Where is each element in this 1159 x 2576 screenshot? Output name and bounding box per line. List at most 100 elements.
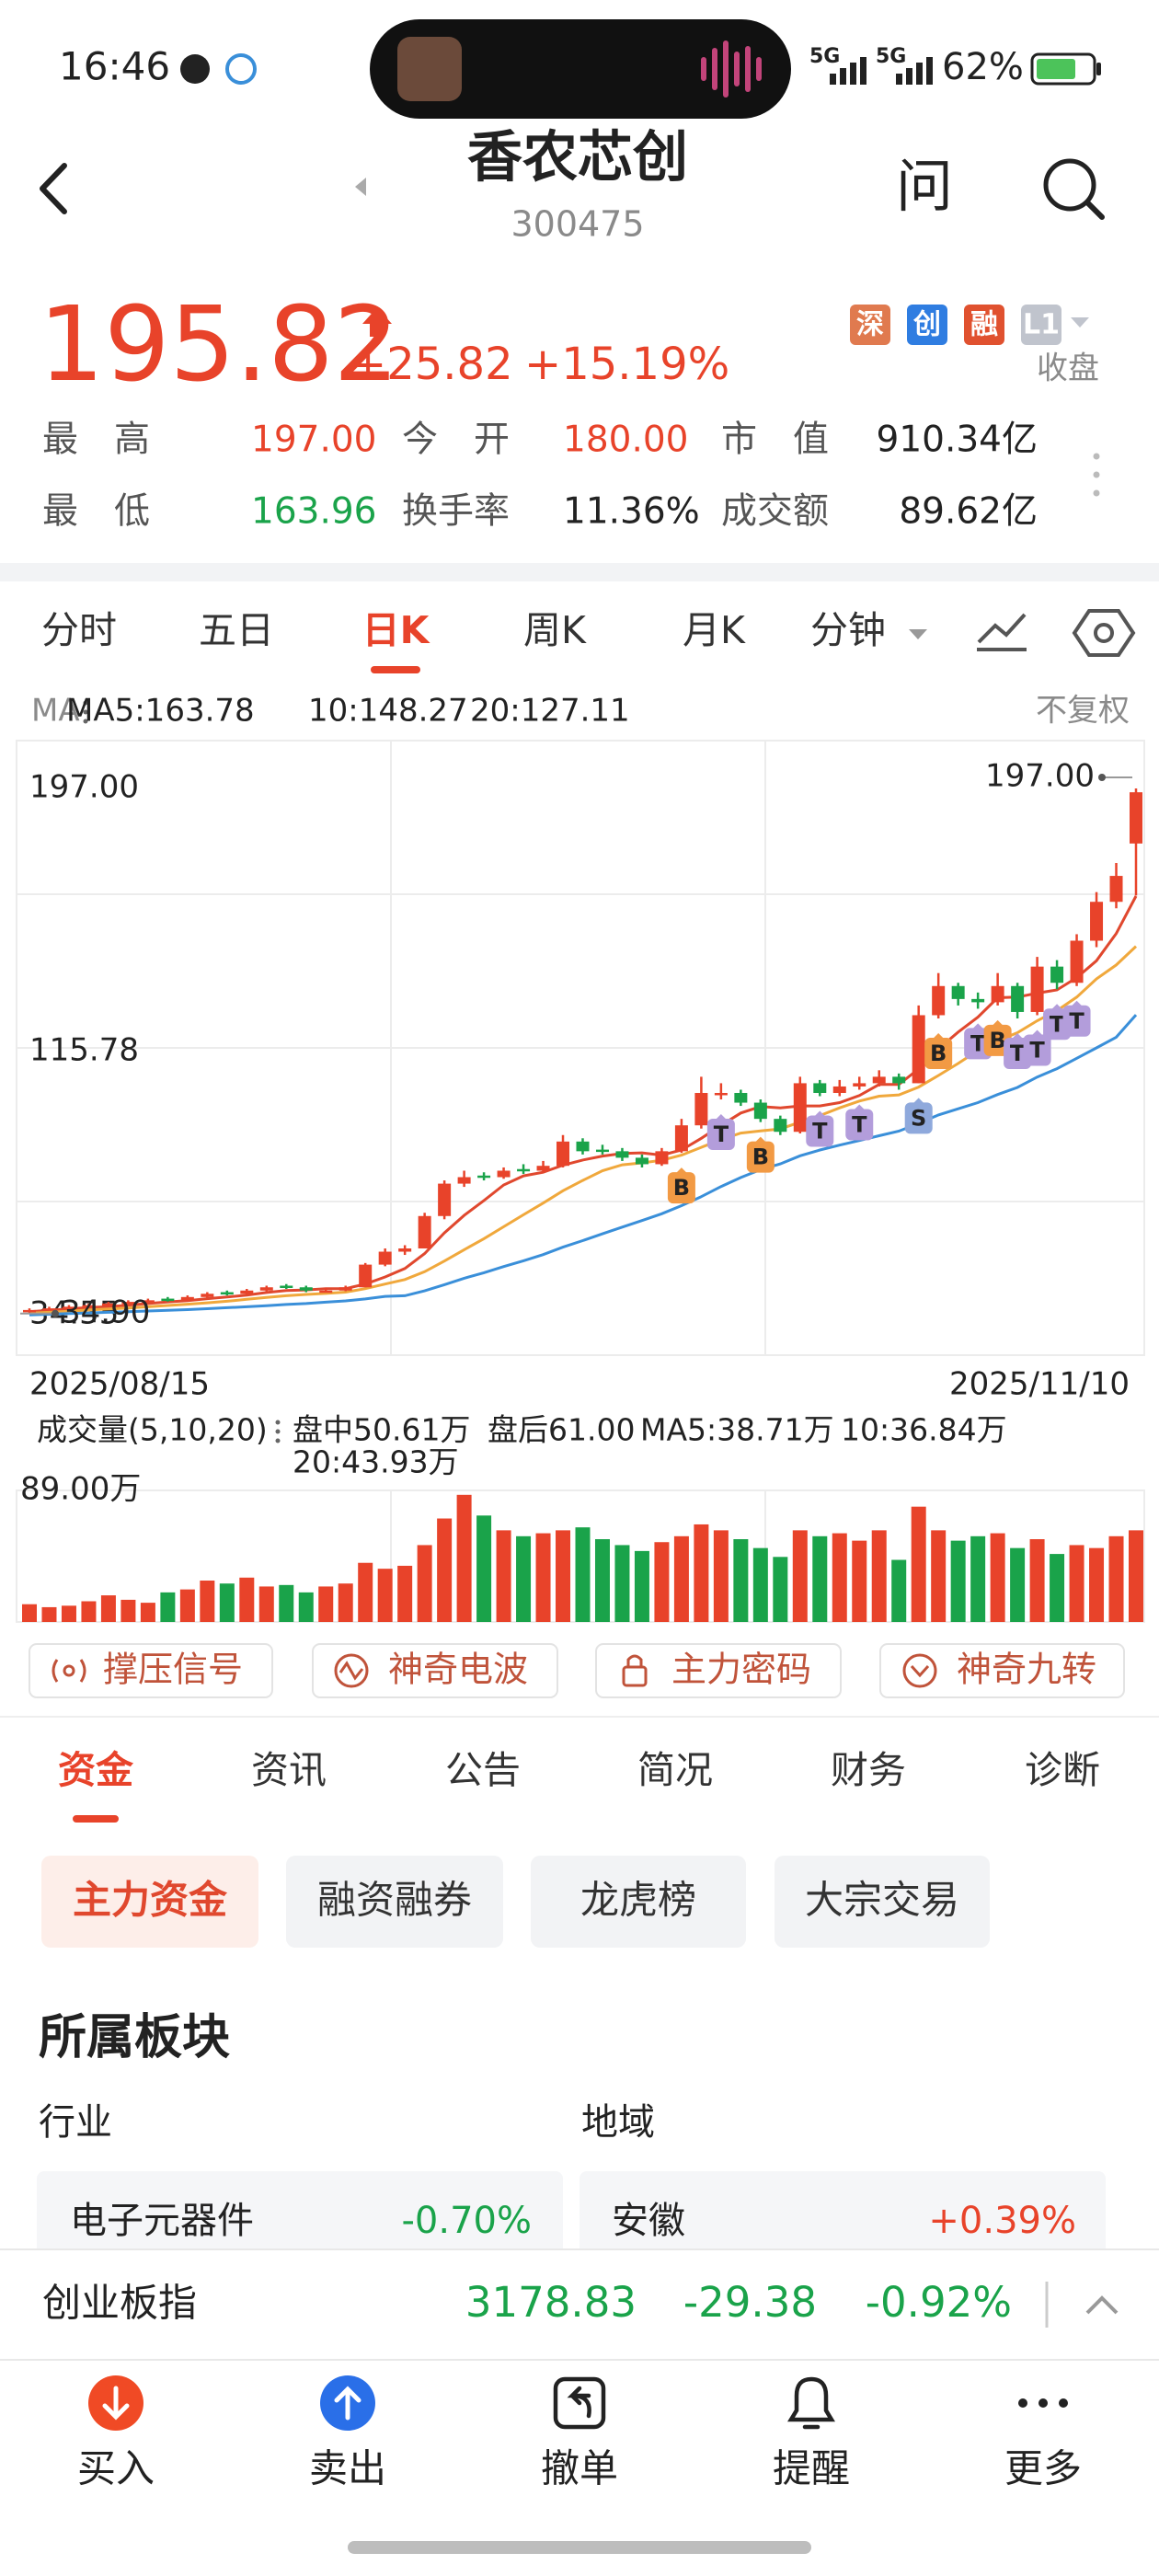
sector-change: -0.70%: [401, 2200, 532, 2242]
signal-badge: [667, 1172, 695, 1204]
prev-stock[interactable]: [355, 178, 366, 196]
period-dropdown[interactable]: [909, 629, 927, 639]
signal-bars: [896, 57, 933, 85]
tool-label[interactable]: 主力密码: [671, 1650, 811, 1690]
tool-label[interactable]: 撑压信号: [103, 1650, 243, 1690]
chip-label[interactable]: 龙虎榜: [580, 1878, 696, 1923]
back-button[interactable]: [40, 163, 67, 214]
period-tab[interactable]: 分时: [41, 608, 117, 652]
alert-icon[interactable]: [787, 2376, 835, 2430]
badge[interactable]: [1021, 305, 1061, 345]
candle-body: [1030, 966, 1044, 1012]
info-tab-active[interactable]: 资金: [58, 1748, 134, 1792]
info-tab[interactable]: 公告: [445, 1748, 521, 1792]
chip-label[interactable]: 主力资金: [73, 1878, 228, 1923]
ask-button[interactable]: 问: [896, 153, 953, 220]
signal-pointer: [814, 1110, 826, 1117]
tool-button[interactable]: [29, 1643, 273, 1698]
info-tab[interactable]: 简况: [637, 1748, 713, 1792]
tool-button[interactable]: [312, 1643, 558, 1698]
tool-label[interactable]: 神奇九转: [957, 1650, 1096, 1690]
tool-icon: [334, 1653, 369, 1688]
candle-body: [1050, 966, 1064, 983]
more-menu[interactable]: [1093, 453, 1100, 497]
candle-body: [932, 985, 946, 1016]
nav-label[interactable]: 提醒: [773, 2446, 850, 2491]
signal-label: B: [752, 1144, 769, 1170]
candle-body: [595, 1149, 609, 1153]
volume-bar: [417, 1545, 432, 1622]
sector-card[interactable]: [580, 2171, 1106, 2272]
settings[interactable]: [1072, 609, 1136, 657]
search-button[interactable]: [1043, 158, 1105, 220]
expand-button[interactable]: [1085, 2295, 1119, 2315]
nav-label[interactable]: 更多: [1004, 2446, 1082, 2491]
volume-bar: [752, 1547, 768, 1622]
candle-body: [674, 1125, 688, 1152]
chip-active[interactable]: [41, 1856, 258, 1948]
period-tab[interactable]: 五日: [199, 608, 274, 652]
index-bar[interactable]: [0, 2249, 1159, 2360]
badge-text: 深: [856, 309, 884, 341]
draw-tool[interactable]: [977, 613, 1027, 651]
volume-bar: [535, 1533, 551, 1622]
signal-badge: [706, 1119, 735, 1151]
volume-bar: [397, 1565, 413, 1622]
info-tab[interactable]: 财务: [831, 1748, 906, 1792]
signal-label: B: [989, 1028, 1005, 1053]
chip-label[interactable]: 大宗交易: [805, 1878, 959, 1923]
ma-prefix: MA: [31, 693, 80, 730]
sector-card[interactable]: [37, 2171, 563, 2272]
cancel-icon[interactable]: [553, 2376, 606, 2430]
y-tick-label: 197.00: [29, 769, 139, 806]
period-tab[interactable]: 周K: [523, 608, 587, 652]
network-label: 5G: [809, 45, 840, 68]
info-tab[interactable]: 资讯: [251, 1748, 327, 1792]
tool-icon: [52, 1659, 86, 1683]
volume-bar: [575, 1527, 591, 1622]
chip-label[interactable]: 融资融券: [317, 1878, 472, 1923]
ma-legend: 20:127.11: [470, 693, 630, 730]
candle-body: [378, 1251, 392, 1265]
candle-body: [299, 1287, 313, 1291]
adjust-mode[interactable]: 不复权: [1036, 693, 1130, 730]
tool-button[interactable]: [595, 1643, 842, 1698]
signal-pointer: [854, 1104, 866, 1110]
stock-name: 香农芯创: [467, 126, 688, 190]
signal-label: S: [911, 1105, 926, 1131]
chip[interactable]: [531, 1856, 746, 1948]
chip[interactable]: [286, 1856, 503, 1948]
signal-badge: [845, 1109, 874, 1141]
volume-bar: [673, 1535, 689, 1622]
tool-icon: [622, 1654, 648, 1687]
index-value: 3178.83: [465, 2278, 637, 2327]
candle-body: [201, 1294, 214, 1297]
signal-pointer: [1031, 1029, 1043, 1036]
volume-title: 成交量(5,10,20): [37, 1412, 268, 1448]
more-icon[interactable]: [1018, 2398, 1068, 2408]
tool-button[interactable]: [879, 1643, 1125, 1698]
volume-ma-legend: 10:36.84万: [841, 1412, 1007, 1448]
volume-ma-legend: 20:43.93万: [293, 1444, 459, 1480]
tool-label[interactable]: 神奇电波: [388, 1650, 528, 1690]
candle-body: [161, 1298, 175, 1302]
tab-underline: [73, 1815, 119, 1823]
candle-body: [615, 1151, 629, 1158]
last-price: 195.82: [39, 285, 399, 405]
nav-label[interactable]: 买入: [77, 2446, 155, 2491]
nav-label[interactable]: 卖出: [309, 2446, 386, 2491]
period-tab-active[interactable]: 日K: [362, 608, 431, 652]
info-tab[interactable]: 诊断: [1025, 1748, 1100, 1792]
chip[interactable]: [775, 1856, 990, 1948]
volume-bar: [279, 1584, 294, 1622]
nav-label[interactable]: 撤单: [541, 2446, 618, 2491]
ma-menu[interactable]: [83, 700, 88, 724]
badge-dropdown[interactable]: [1071, 317, 1089, 328]
candle-body: [655, 1151, 669, 1165]
volume-menu[interactable]: [275, 1420, 281, 1443]
volume-bar: [852, 1540, 867, 1622]
period-tab[interactable]: 月K: [683, 608, 746, 652]
sector-name: 电子元器件: [70, 2200, 254, 2242]
period-tab[interactable]: 分钟: [810, 608, 886, 652]
